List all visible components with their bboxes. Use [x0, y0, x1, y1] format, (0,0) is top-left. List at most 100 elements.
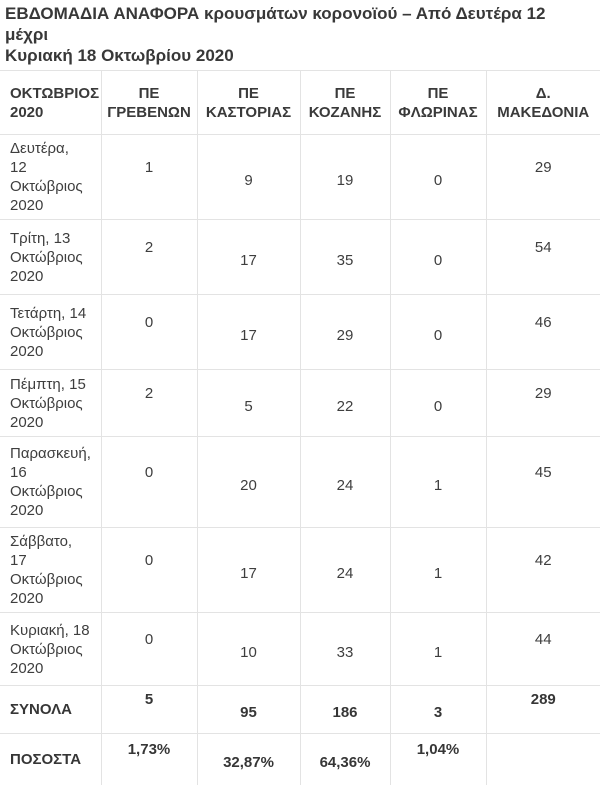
data-row-6-cell-3: 24 [299, 527, 391, 613]
percent-row-value-2: 32,87% [223, 753, 274, 771]
data-row-7-cell-3: 33 [299, 612, 391, 686]
data-row-4-value-4: 0 [433, 397, 443, 415]
data-row-7-label: Κυριακή, 18 Οκτώβριος 2020 [0, 612, 102, 686]
data-row-4-value-1: 2 [144, 384, 154, 402]
data-row-7-value-3: 33 [336, 643, 354, 661]
data-row-7: Κυριακή, 18 Οκτώβριος 2020 0 10 33 1 44 [0, 612, 600, 686]
data-row-4-value-2: 5 [244, 397, 253, 415]
totals-row-cell-5: 289 [485, 685, 600, 734]
data-row-6-cell-4: 1 [389, 527, 487, 613]
data-row-2-value-3: 35 [336, 251, 354, 269]
data-row-1-label: Δευτέρα, 12 Οκτώβριος 2020 [0, 134, 102, 220]
data-row-3-value-4: 0 [433, 326, 443, 344]
data-row-2-cell-4: 0 [389, 219, 487, 295]
data-row-6-value-4: 1 [433, 564, 443, 582]
data-row-7-cell-5: 44 [485, 612, 600, 686]
data-row-5-value-5: 45 [534, 463, 552, 481]
data-row-6-cell-2: 17 [196, 527, 301, 613]
covid-cases-table: ΟΚΤΩΒΡΙΟΣ 2020 ΠΕ ΓΡΕΒΕΝΩΝ ΠΕ ΚΑΣΤΟΡΙΑΣ … [0, 70, 600, 785]
data-row-4-cell-5: 29 [485, 369, 600, 437]
data-row-6-cell-1: 0 [100, 527, 198, 613]
data-row-1-cell-5: 29 [485, 134, 600, 220]
data-row-7-value-5: 44 [534, 630, 552, 648]
data-row-4: Πέμπτη, 15 Οκτώβριος 2020 2 5 22 0 29 [0, 369, 600, 437]
data-row-1-cell-1: 1 [100, 134, 198, 220]
column-header-month: ΟΚΤΩΒΡΙΟΣ 2020 [0, 70, 102, 135]
totals-row-cell-1: 5 [100, 685, 198, 734]
totals-row-cell-3: 186 [299, 685, 391, 734]
data-row-6: Σάββατο, 17 Οκτώβριος 2020 0 17 24 1 42 [0, 527, 600, 613]
data-row-7-cell-1: 0 [100, 612, 198, 686]
data-row-4-label: Πέμπτη, 15 Οκτώβριος 2020 [0, 369, 102, 437]
data-row-2-value-4: 0 [433, 251, 443, 269]
data-row-2: Τρίτη, 13 Οκτώβριος 2020 2 17 35 0 54 [0, 219, 600, 295]
data-row-1-value-2: 9 [244, 171, 253, 189]
column-header-d-makedonia: Δ. ΜΑΚΕΔΟΝΙΑ [485, 70, 600, 135]
data-row-4-cell-3: 22 [299, 369, 391, 437]
data-row-7-value-1: 0 [144, 630, 154, 648]
column-header-pe-grevenon: ΠΕ ΓΡΕΒΕΝΩΝ [100, 70, 198, 135]
totals-row-label: ΣΥΝΟΛΑ [0, 685, 102, 734]
totals-row-value-3: 186 [332, 704, 358, 721]
data-row-5-label: Παρασκευή, 16 Οκτώβριος 2020 [0, 436, 102, 528]
percent-row-cell-3: 64,36% [299, 733, 391, 785]
data-row-6-label: Σάββατο, 17 Οκτώβριος 2020 [0, 527, 102, 613]
data-row-1-value-1: 1 [144, 158, 154, 176]
data-row-5-cell-2: 20 [196, 436, 301, 528]
data-row-1-value-5: 29 [534, 158, 552, 176]
data-row-1-value-3: 19 [336, 171, 354, 189]
percent-row-cell-5 [485, 733, 600, 785]
percent-row: ΠΟΣΟΣΤΑ 1,73% 32,87% 64,36% 1,04% [0, 733, 600, 785]
data-row-6-value-2: 17 [240, 564, 257, 582]
data-row-4-value-5: 29 [534, 384, 552, 402]
column-header-pe-florinas: ΠΕ ΦΛΩΡΙΝΑΣ [389, 70, 487, 135]
column-header-pe-kozanis: ΠΕ ΚΟΖΑΝΗΣ [299, 70, 391, 135]
data-row-6-cell-5: 42 [485, 527, 600, 613]
data-row-4-cell-2: 5 [196, 369, 301, 437]
table-body: Δευτέρα, 12 Οκτώβριος 2020 1 9 19 0 29 Τρίτη, … [0, 134, 600, 785]
data-row-1-cell-2: 9 [196, 134, 301, 220]
data-row-2-label: Τρίτη, 13 Οκτώβριος 2020 [0, 219, 102, 295]
data-row-1-value-4: 0 [433, 171, 443, 189]
data-row-6-value-1: 0 [144, 551, 154, 569]
data-row-5-value-3: 24 [336, 476, 354, 494]
data-row-2-cell-3: 35 [299, 219, 391, 295]
totals-row-value-5: 289 [530, 691, 556, 708]
data-row-1: Δευτέρα, 12 Οκτώβριος 2020 1 9 19 0 29 [0, 134, 600, 220]
data-row-2-cell-1: 2 [100, 219, 198, 295]
column-header-pe-kastorias: ΠΕ ΚΑΣΤΟΡΙΑΣ [196, 70, 301, 135]
data-row-3-value-2: 17 [240, 326, 257, 344]
data-row-5: Παρασκευή, 16 Οκτώβριος 2020 0 20 24 1 45 [0, 436, 600, 528]
data-row-5-cell-5: 45 [485, 436, 600, 528]
data-row-7-cell-2: 10 [196, 612, 301, 686]
data-row-4-cell-4: 0 [389, 369, 487, 437]
percent-row-value-1: 1,73% [127, 740, 171, 758]
percent-row-label: ΠΟΣΟΣΤΑ [0, 733, 102, 785]
totals-row-value-2: 95 [240, 704, 257, 721]
data-row-5-value-1: 0 [144, 463, 154, 481]
data-row-2-cell-5: 54 [485, 219, 600, 295]
data-row-1-cell-3: 19 [299, 134, 391, 220]
data-row-5-cell-1: 0 [100, 436, 198, 528]
data-row-7-value-2: 10 [240, 643, 257, 661]
totals-row-value-1: 5 [144, 691, 154, 708]
data-row-3-label: Τετάρτη, 14 Οκτώβριος 2020 [0, 294, 102, 370]
data-row-3-value-1: 0 [144, 313, 154, 331]
data-row-3: Τετάρτη, 14 Οκτώβριος 2020 0 17 29 0 46 [0, 294, 600, 370]
data-row-1-cell-4: 0 [389, 134, 487, 220]
totals-row-cell-2: 95 [196, 685, 301, 734]
percent-row-cell-1: 1,73% [100, 733, 198, 785]
data-row-3-cell-4: 0 [389, 294, 487, 370]
data-row-3-cell-1: 0 [100, 294, 198, 370]
data-row-2-cell-2: 17 [196, 219, 301, 295]
data-row-2-value-5: 54 [534, 238, 552, 256]
totals-row-cell-4: 3 [389, 685, 487, 734]
data-row-5-value-4: 1 [433, 476, 443, 494]
header-row: ΟΚΤΩΒΡΙΟΣ 2020 ΠΕ ΓΡΕΒΕΝΩΝ ΠΕ ΚΑΣΤΟΡΙΑΣ … [0, 70, 600, 135]
percent-row-value-3: 64,36% [319, 753, 371, 771]
totals-row-value-4: 3 [433, 704, 443, 721]
data-row-6-value-5: 42 [534, 551, 552, 569]
percent-row-cell-2: 32,87% [196, 733, 301, 785]
percent-row-cell-4: 1,04% [389, 733, 487, 785]
